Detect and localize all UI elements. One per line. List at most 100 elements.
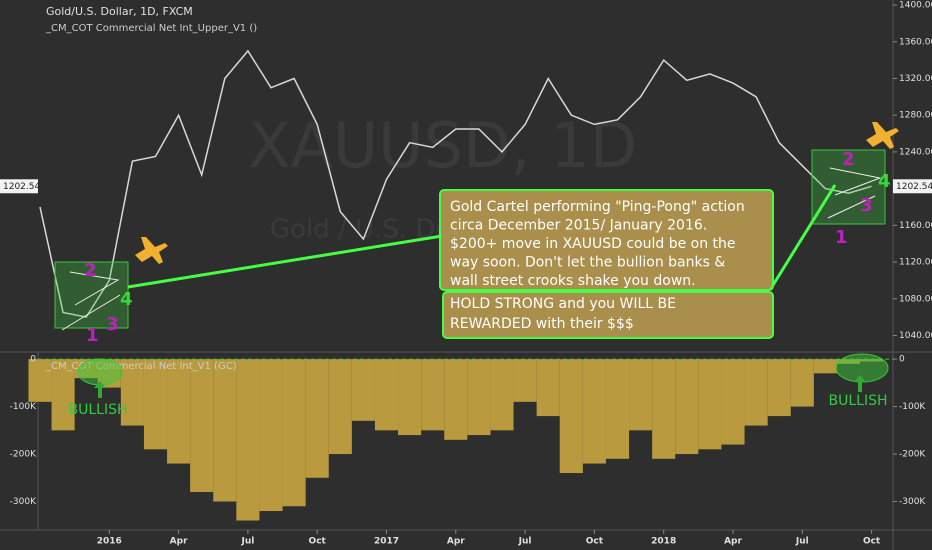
price-label: 1202.54 <box>3 182 40 192</box>
bar <box>259 359 283 512</box>
plot <box>28 49 893 521</box>
triangle-line <box>69 271 120 306</box>
bar <box>605 359 630 459</box>
y-tick-label: -100K <box>899 402 926 412</box>
watermark: XAUUSD, 1D <box>248 109 637 182</box>
callout-text: REWARDED with their $$$ <box>450 316 634 332</box>
bar <box>236 359 260 521</box>
pane-title: _CM_COT Commercial Net Int_V1 (GC) <box>45 361 237 372</box>
pointer-line <box>768 184 837 291</box>
callout-text: circa December 2015/ January 2016. <box>450 218 707 234</box>
bar <box>582 359 606 464</box>
callout-box <box>442 291 774 339</box>
bar <box>328 359 352 455</box>
y-tick-label: -200K <box>10 450 37 460</box>
bar <box>675 359 699 455</box>
bar <box>120 359 144 426</box>
bar <box>28 359 52 402</box>
bar <box>374 359 399 431</box>
y-tick-label: 1400.00 <box>899 1 932 11</box>
y-tick-label: 1040.00 <box>899 331 932 341</box>
callout-text: wall street crooks shake you down. <box>450 273 696 289</box>
bar <box>444 359 468 440</box>
x-tick-label: 2016 <box>97 537 122 547</box>
price-label: 1202.54 <box>896 182 932 192</box>
bar <box>282 359 306 507</box>
y-tick-label: 1160.00 <box>899 221 932 231</box>
x-tick-label: Oct <box>863 537 881 547</box>
price-line <box>39 49 872 318</box>
callout-text: HOLD STRONG and you WILL BE <box>450 296 676 312</box>
bar <box>351 359 375 421</box>
callout-box <box>439 189 774 291</box>
y-tick-label: -100K <box>10 402 37 412</box>
bar <box>490 359 514 431</box>
y-tick-label: 1120.00 <box>899 258 932 268</box>
triangle-line <box>829 167 882 196</box>
x-tick-label: Apr <box>170 537 188 547</box>
y-tick-label: 1080.00 <box>899 294 932 304</box>
plane-icon <box>866 122 899 149</box>
y-tick-label: 1320.00 <box>899 74 932 84</box>
price-badge <box>0 179 38 194</box>
bar <box>167 359 191 464</box>
bar <box>513 359 537 402</box>
x-tick-label: 2018 <box>651 537 676 547</box>
bar <box>51 359 75 431</box>
bar <box>744 359 768 426</box>
callout-text: way soon. Don't let the bullion banks & <box>450 255 725 271</box>
arrow <box>94 381 106 398</box>
bullish-label: BULLISH <box>829 393 888 409</box>
x-tick-label: Apr <box>447 537 465 547</box>
bar <box>421 359 445 431</box>
bar <box>813 359 837 374</box>
y-tick-label: -300K <box>10 497 37 507</box>
arrow <box>854 375 866 392</box>
x-tick-label: 2017 <box>374 537 399 547</box>
wave-label: 2 <box>842 149 855 170</box>
x-tick-label: Apr <box>724 537 742 547</box>
y-tick-label: 0 <box>30 355 36 365</box>
bar <box>698 359 722 450</box>
callout-text: Gold Cartel performing "Ping-Pong" actio… <box>450 199 745 215</box>
bar <box>398 359 422 436</box>
bar <box>790 359 814 407</box>
pointer-line <box>127 234 443 289</box>
bar <box>143 359 168 450</box>
bar <box>652 359 676 459</box>
bar <box>721 359 745 445</box>
subtitle: _CM_COT Commercial Net Int_Upper_V1 () <box>45 23 257 34</box>
x-tick-label: Jul <box>518 537 532 547</box>
bullish-label: BULLISH <box>69 402 128 418</box>
wave-label: 4 <box>878 171 891 192</box>
y-tick-label: -300K <box>899 497 926 507</box>
pattern-box <box>54 261 129 329</box>
triangle-line <box>827 195 876 219</box>
x-tick-label: Jul <box>795 537 809 547</box>
wave-label: 4 <box>120 289 133 310</box>
x-tick-label: Oct <box>586 537 604 547</box>
triangle-line <box>61 294 121 331</box>
y-tick-label: 1240.00 <box>899 147 932 157</box>
wave-label: 3 <box>106 314 119 335</box>
pattern-box <box>811 149 886 225</box>
bar <box>629 359 653 431</box>
bar <box>305 359 329 478</box>
wave-label: 3 <box>860 195 873 216</box>
chart-title: Gold/U.S. Dollar, 1D, FXCM <box>46 5 193 18</box>
y-tick-label: 1280.00 <box>899 111 932 121</box>
bar <box>536 359 560 417</box>
y-tick-label: 1360.00 <box>899 37 932 47</box>
callout-text: $200+ move in XAUUSD could be on the <box>450 236 736 252</box>
x-tick-label: Jul <box>240 537 254 547</box>
wave-label: 1 <box>86 325 99 346</box>
bar <box>559 359 583 474</box>
x-tick-label: Oct <box>309 537 327 547</box>
bar <box>190 359 214 493</box>
bar <box>467 359 491 436</box>
plane-icon <box>135 237 168 264</box>
price-badge <box>893 179 932 194</box>
bar <box>767 359 791 417</box>
y-tick-label: 0 <box>899 355 905 365</box>
